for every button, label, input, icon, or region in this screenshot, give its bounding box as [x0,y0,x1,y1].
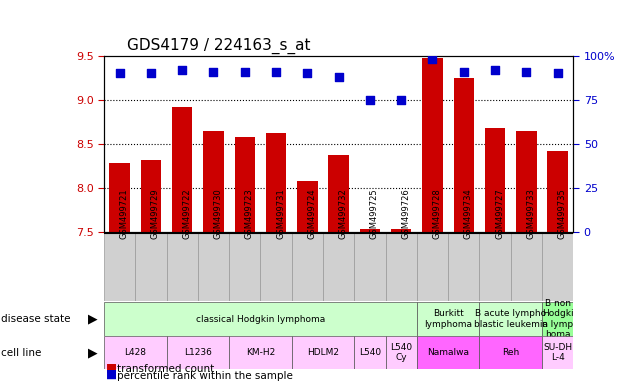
Bar [323,233,354,301]
Bar [198,233,229,301]
Point [271,68,281,74]
Bar [386,233,417,301]
Bar [542,336,573,369]
Text: Reh: Reh [502,348,519,357]
Point [428,56,438,62]
Text: ■: ■ [106,368,117,381]
Point [302,70,312,76]
Bar [266,132,286,232]
Bar [479,233,511,301]
Point [334,74,344,80]
Text: GSM499732: GSM499732 [339,188,348,238]
Bar [354,233,386,301]
Bar [260,233,292,301]
Point [490,67,500,73]
Text: SU-DH
L-4: SU-DH L-4 [543,343,572,362]
Text: GSM499729: GSM499729 [151,188,160,238]
Bar [229,336,292,369]
Bar [386,336,417,369]
Bar [297,181,318,232]
Point [396,97,406,103]
Bar [516,131,537,232]
Text: L1236: L1236 [184,348,212,357]
Text: KM-H2: KM-H2 [246,348,275,357]
Text: GSM499725: GSM499725 [370,188,379,238]
Bar [448,233,479,301]
Text: cell line: cell line [1,348,42,358]
Bar [417,302,479,336]
Text: GSM499721: GSM499721 [120,188,129,238]
Bar [511,233,542,301]
Text: GSM499728: GSM499728 [433,188,442,238]
Text: GSM499722: GSM499722 [182,188,191,238]
Bar [542,233,573,301]
Point [115,70,125,76]
Bar [422,58,443,232]
Bar [328,155,349,232]
Point [177,67,187,73]
Bar [417,336,479,369]
Bar [166,233,198,301]
Bar [229,233,260,301]
Text: classical Hodgkin lymphoma: classical Hodgkin lymphoma [196,314,325,324]
Text: L540: L540 [359,348,381,357]
Bar [292,336,354,369]
Text: transformed count: transformed count [117,364,214,374]
Bar [542,302,573,336]
Point [146,70,156,76]
Bar [454,78,474,232]
Bar [417,233,448,301]
Text: GSM499723: GSM499723 [244,188,254,238]
Point [553,70,563,76]
Text: L428: L428 [124,348,146,357]
Point [459,68,469,74]
Text: ▶: ▶ [88,346,98,359]
Bar [104,302,417,336]
Bar [172,107,192,232]
Text: GSM499726: GSM499726 [401,188,410,238]
Text: percentile rank within the sample: percentile rank within the sample [117,371,292,381]
Text: GSM499724: GSM499724 [307,188,316,238]
Text: ■: ■ [106,361,117,374]
Bar [140,160,161,232]
Bar [104,336,166,369]
Point [365,97,375,103]
Text: ▶: ▶ [88,313,98,326]
Text: disease state: disease state [1,314,71,324]
Text: GSM499733: GSM499733 [527,188,536,238]
Bar [479,336,542,369]
Bar [104,233,135,301]
Bar [110,164,130,232]
Text: B acute lympho
blastic leukemia: B acute lympho blastic leukemia [474,310,547,329]
Text: Namalwa: Namalwa [427,348,469,357]
Bar [166,336,229,369]
Text: Burkitt
lymphoma: Burkitt lymphoma [424,310,472,329]
Text: HDLM2: HDLM2 [307,348,339,357]
Bar [485,128,505,232]
Bar [292,233,323,301]
Point [522,68,532,74]
Bar [547,151,568,232]
Text: GSM499727: GSM499727 [495,188,504,238]
Bar [479,302,542,336]
Text: GSM499731: GSM499731 [276,188,285,238]
Point [239,68,249,74]
Text: GSM499735: GSM499735 [558,188,566,238]
Text: L540
Cy: L540 Cy [390,343,412,362]
Point [209,68,219,74]
Text: GSM499730: GSM499730 [214,188,222,238]
Bar [234,137,255,232]
Bar [360,229,380,232]
Bar [135,233,166,301]
Bar [354,336,386,369]
Bar [203,131,224,232]
Text: B non
Hodgki
n lymp
homa: B non Hodgki n lymp homa [542,299,573,339]
Bar [391,229,411,232]
Text: GDS4179 / 224163_s_at: GDS4179 / 224163_s_at [127,38,311,54]
Text: GSM499734: GSM499734 [464,188,472,238]
